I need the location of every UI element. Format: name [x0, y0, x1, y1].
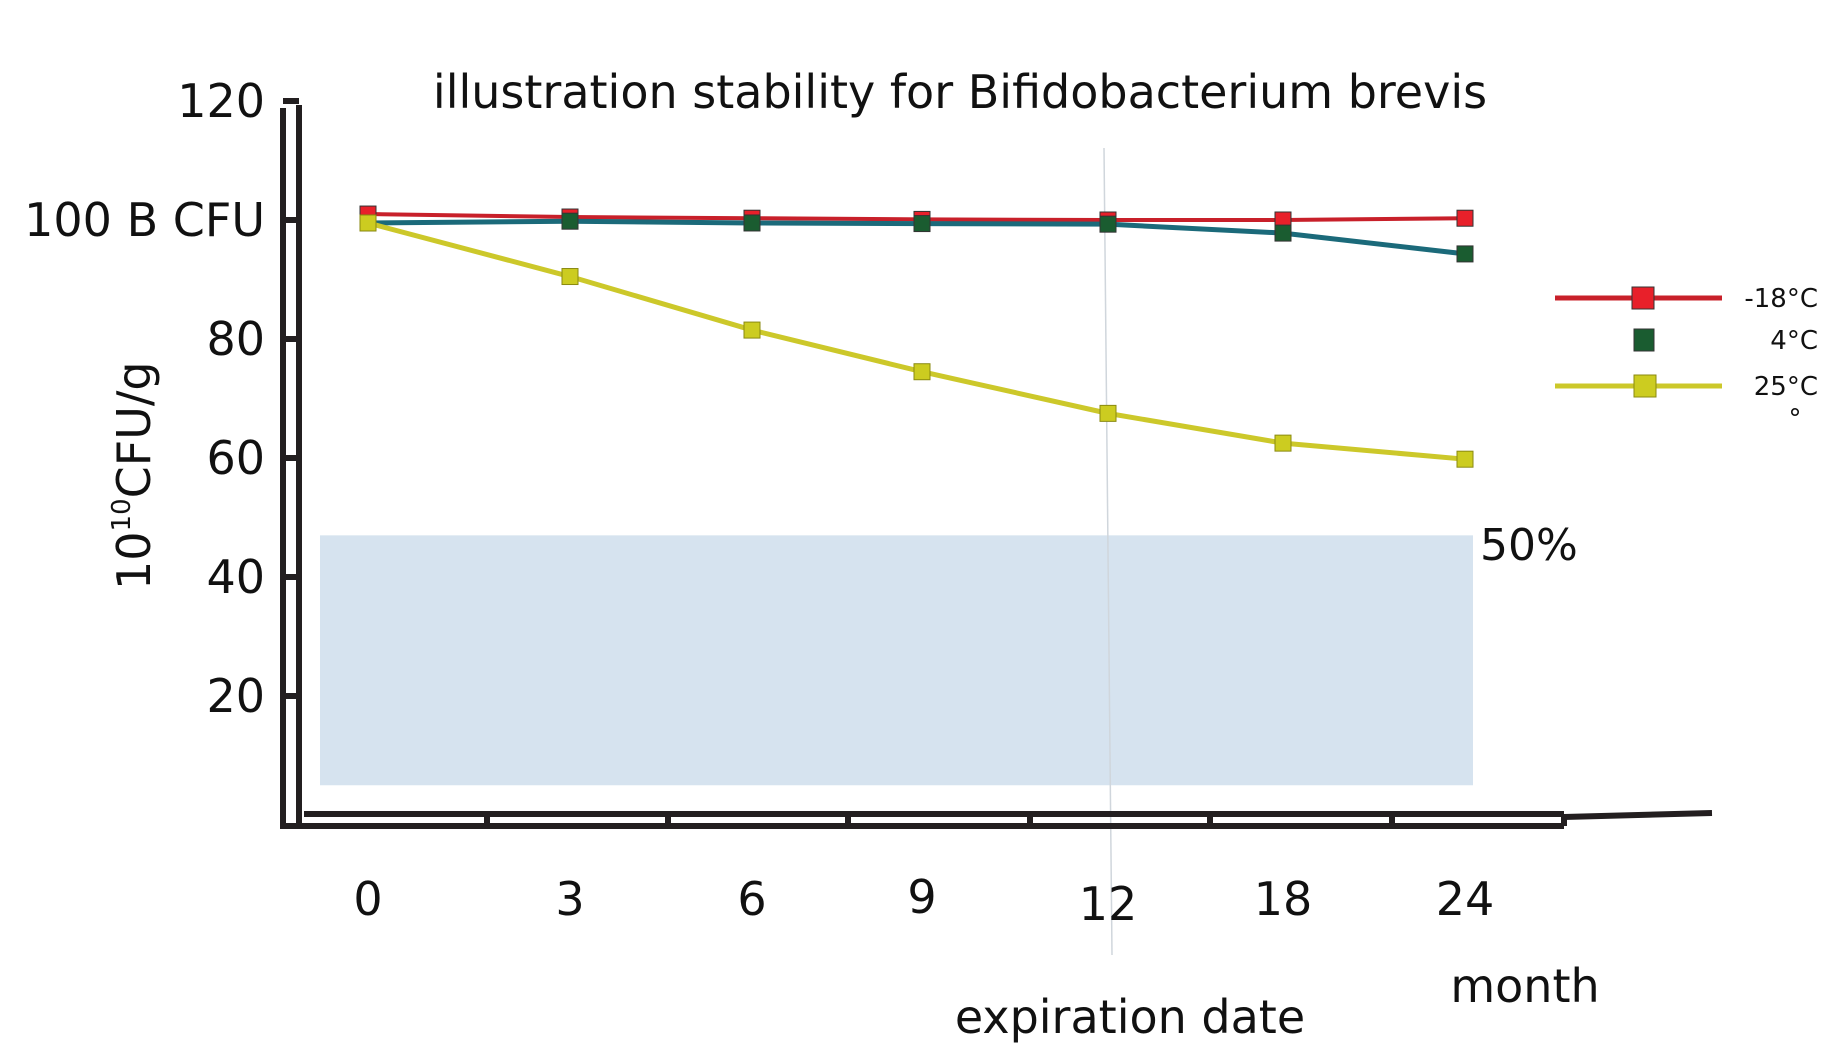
svg-text:1010CFU/g: 1010CFU/g: [107, 361, 161, 590]
x-unit-label: month: [1450, 959, 1599, 1013]
threshold-band: [320, 535, 1473, 786]
series-1: [359, 212, 1474, 263]
data-point: [1099, 404, 1117, 422]
legend-marker: [1631, 286, 1655, 310]
data-point: [1274, 224, 1292, 242]
legend-label: 25°C: [1754, 372, 1818, 402]
data-point: [1274, 434, 1292, 452]
legend-label: -18°C: [1744, 284, 1818, 314]
y-tick-label: 40: [206, 550, 265, 604]
series-line: [367, 220, 1466, 462]
y-tick-label: 60: [206, 431, 265, 485]
data-point: [561, 212, 579, 230]
data-point: [1456, 209, 1474, 227]
data-point: [359, 214, 377, 232]
x-tick-label: 0: [353, 872, 382, 926]
y-axis-label-unit: CFU/g: [107, 361, 161, 498]
data-point: [1456, 450, 1474, 468]
data-point: [913, 363, 931, 381]
y-axis-label-exponent: 10: [107, 498, 137, 531]
axes: [280, 105, 1713, 829]
data-point: [1099, 215, 1117, 233]
y-tick-label: 120: [177, 74, 265, 128]
chart-title: illustration stability for Bifidobacteri…: [433, 65, 1487, 119]
x-tick-label: 9: [907, 870, 936, 924]
expiration-date-line: [1103, 147, 1113, 956]
data-point: [1456, 245, 1474, 263]
legend-marker: [1633, 328, 1655, 352]
x-tick-label: 18: [1254, 872, 1313, 926]
y-axis-label-base: 10: [107, 531, 161, 590]
series-2: [359, 214, 1474, 468]
data-point: [913, 215, 931, 233]
x-tick-label: 3: [555, 872, 584, 926]
data-point: [743, 321, 761, 339]
legend-extra-symbol: °: [1789, 404, 1802, 434]
data-point: [561, 268, 579, 286]
x-tick-label: 24: [1436, 872, 1495, 926]
x-tick-label: 12: [1079, 877, 1138, 931]
y-tick-label: 80: [206, 312, 265, 366]
y-tick-label: 100 B CFU: [24, 193, 265, 247]
legend: -18°C 4°C 25°C: [1555, 284, 1818, 402]
y-axis-label: 1010CFU/g: [107, 361, 161, 590]
legend-label: 4°C: [1770, 326, 1818, 356]
x-axis-extension: [1563, 810, 1713, 820]
x-tick-label: 6: [737, 872, 766, 926]
y-tick-label: 20: [206, 669, 265, 723]
data-point: [743, 214, 761, 232]
legend-marker: [1633, 374, 1657, 398]
threshold-label: 50%: [1480, 520, 1578, 571]
expiration-date-label: expiration date: [955, 990, 1305, 1044]
